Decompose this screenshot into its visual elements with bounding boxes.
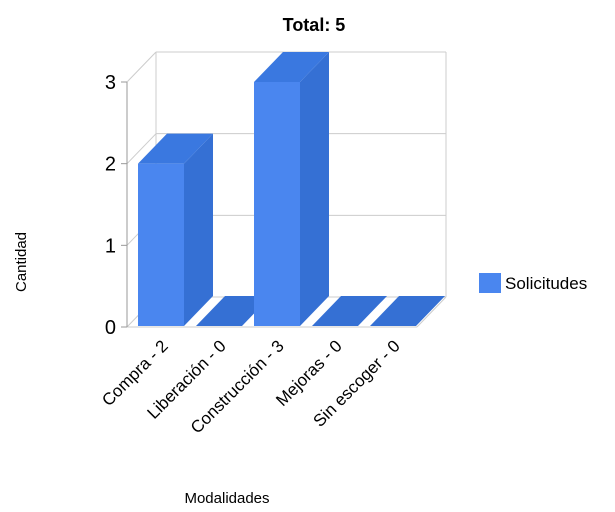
bar-top [370, 296, 445, 326]
y-tick-label: 0 [105, 317, 116, 339]
bar [254, 52, 329, 326]
bar [370, 296, 445, 326]
bar [138, 133, 213, 326]
bar-top [138, 133, 213, 164]
chart-title: Total: 5 [283, 15, 346, 35]
legend-label: Solicitudes [505, 274, 587, 293]
y-tick-label: 2 [105, 154, 116, 176]
bar-top [312, 296, 387, 326]
x-axis-title: Modalidades [184, 490, 269, 507]
bar-top [254, 52, 329, 82]
bars [138, 52, 445, 326]
legend: Solicitudes [479, 273, 587, 293]
y-tick-label: 1 [105, 235, 116, 257]
bar-top [196, 296, 271, 326]
bar [312, 296, 387, 326]
y-tick-label: 3 [105, 72, 116, 94]
legend-swatch [479, 273, 501, 293]
bar [196, 296, 271, 326]
bar-front [138, 163, 184, 326]
floor-right-edge [416, 296, 447, 328]
bar-side [300, 52, 329, 326]
gridline-side [126, 51, 157, 83]
y-axis-ticks: 0 1 2 3 [105, 72, 127, 339]
y-axis-title: Cantidad [13, 232, 30, 292]
bar-side [184, 133, 213, 326]
gridline-side [126, 133, 157, 165]
bar-front [254, 82, 300, 326]
